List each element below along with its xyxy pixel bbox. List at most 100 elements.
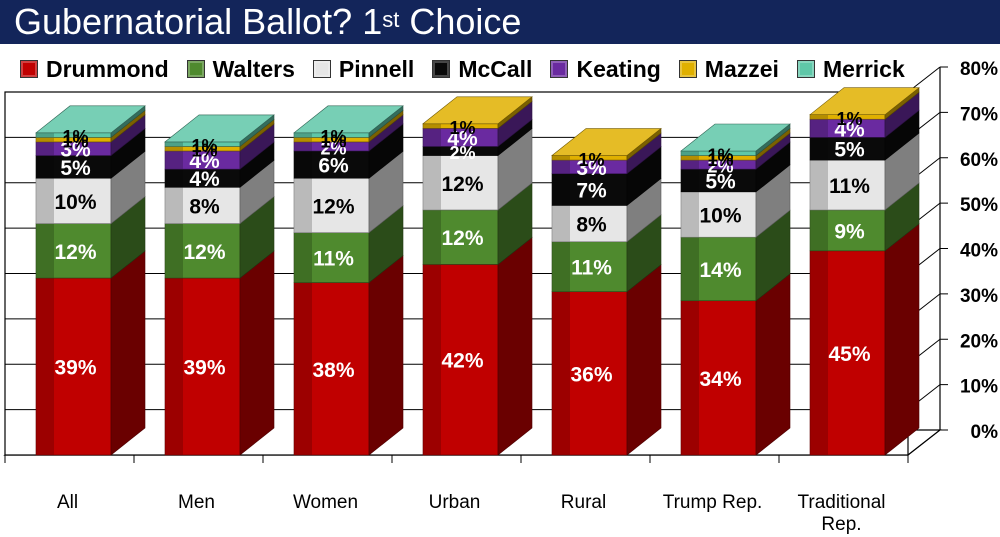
x-tick-label: Trump Rep. (663, 492, 763, 513)
legend-swatch (186, 60, 205, 78)
data-label: 1% (707, 145, 733, 165)
data-label: 10% (699, 205, 741, 228)
data-label: 12% (183, 241, 225, 264)
bar-side-drummond (239, 250, 275, 456)
data-label: 4% (834, 118, 865, 141)
data-label: 1% (320, 132, 346, 152)
data-label: 2% (320, 138, 346, 158)
legend-label: Drummond (46, 55, 169, 82)
y-tick-label: 0% (971, 422, 999, 443)
data-label: 4% (189, 150, 220, 173)
legend-swatch (312, 60, 331, 78)
x-tick-label: All (57, 492, 78, 513)
bar-top-merrick (680, 123, 791, 152)
bar-shade-drummond (810, 250, 828, 455)
bar-shade-mccall (294, 150, 312, 179)
legend: Drummond Walters Pinnell McCall Keating Mazze… (20, 52, 923, 86)
data-label: 8% (189, 195, 220, 218)
legend-label: McCall (458, 55, 533, 82)
bar-top-mazzei (422, 96, 533, 125)
legend-item-mazzei: Mazzei (678, 55, 779, 83)
bar-top-mazzei (809, 87, 920, 115)
y-tick-label: 30% (960, 286, 998, 307)
data-label: 4% (447, 127, 478, 150)
data-label: 9% (834, 220, 865, 243)
data-label: 1% (191, 136, 217, 156)
data-label: 1% (62, 127, 88, 147)
data-label: 36% (570, 363, 612, 386)
bar-shade-walters (294, 232, 312, 283)
bar-shade-keating (810, 119, 828, 138)
title-superscript: st (382, 7, 400, 32)
bar-shade-walters (36, 223, 54, 279)
bar-shade-mccall (681, 169, 699, 192)
bar-shade-pinnell (165, 187, 183, 224)
title-tail: Choice (399, 1, 522, 42)
data-label: 2% (449, 143, 475, 163)
y-tick-label: 50% (960, 195, 998, 216)
x-tick-label: Women (293, 492, 358, 513)
bar-top-mazzei (551, 128, 662, 156)
data-label: 8% (576, 214, 607, 237)
x-tick-label: Rural (561, 492, 606, 513)
bar-shade-drummond (552, 291, 570, 455)
legend-item-merrick: Merrick (796, 55, 905, 83)
data-label: 1% (191, 141, 217, 161)
x-tick-label: Traditional (797, 492, 885, 513)
data-label: 3% (576, 157, 607, 180)
data-label: 12% (441, 173, 483, 196)
legend-item-drummond: Drummond (20, 56, 169, 83)
title-bar: Gubernatorial Ballot? 1st Choice (0, 0, 1000, 44)
gridline-depth (907, 429, 941, 456)
bar-shade-drummond (36, 278, 54, 455)
bar-shade-pinnell (36, 178, 54, 224)
data-label: 1% (320, 127, 346, 147)
legend-swatch (796, 60, 815, 78)
bar-shade-keating (165, 150, 183, 170)
legend-item-mccall: McCall (432, 56, 532, 83)
bar-side-drummond (884, 223, 920, 456)
bar-shade-keating (294, 141, 312, 151)
bar-shade-mccall (165, 169, 183, 188)
data-label: 4% (189, 168, 220, 191)
x-tick-label: Men (178, 492, 215, 513)
x-tick-label: Urban (429, 492, 481, 513)
bar-shade-mccall (423, 146, 441, 156)
bar-shade-mazzei (294, 137, 312, 142)
bar-top-merrick (164, 114, 275, 143)
bar-shade-merrick (294, 132, 312, 138)
title-main: Gubernatorial Ballot? 1 (14, 1, 383, 42)
bar-shade-pinnell (810, 160, 828, 210)
bar-side-drummond (755, 273, 791, 456)
data-label: 1% (707, 150, 733, 170)
legend-label: Keating (576, 55, 661, 82)
legend-item-walters: Walters (186, 56, 295, 83)
bar-side-drummond (626, 264, 662, 456)
bar-shade-drummond (294, 282, 312, 455)
legend-swatch (678, 60, 697, 78)
data-label: 7% (576, 180, 607, 203)
y-tick-label: 60% (960, 150, 998, 171)
bar-shade-mazzei (423, 123, 441, 129)
legend-label: Mazzei (704, 55, 779, 82)
bar-shade-walters (423, 209, 441, 265)
data-label: 1% (62, 132, 88, 152)
bar-shade-mazzei (36, 137, 54, 142)
y-tick-label: 20% (960, 331, 998, 352)
chart-title: Gubernatorial Ballot? 1st Choice (14, 1, 521, 43)
data-label: 5% (60, 157, 91, 180)
bar-side-drummond (497, 236, 533, 456)
data-label: 5% (834, 139, 865, 162)
bar-shade-drummond (681, 300, 699, 455)
legend-label: Merrick (822, 55, 905, 82)
bar-shade-walters (810, 209, 828, 251)
bar-shade-pinnell (294, 178, 312, 233)
bar-shade-pinnell (552, 205, 570, 242)
data-label: 39% (183, 357, 225, 380)
data-label: 12% (312, 195, 354, 218)
data-label: 2% (707, 157, 733, 177)
data-label: 3% (60, 139, 91, 162)
data-label: 11% (829, 175, 870, 198)
bar-shade-mazzei (552, 155, 570, 161)
